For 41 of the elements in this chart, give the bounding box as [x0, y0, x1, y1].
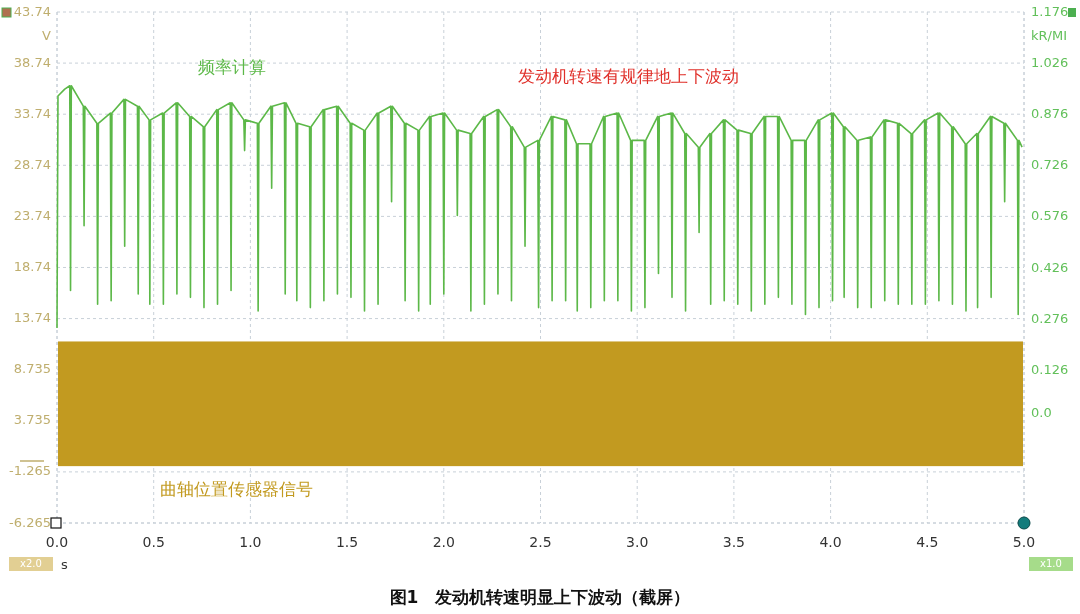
y2-tick-label: 0.0 — [1031, 404, 1052, 420]
x-tick-label: 4.0 — [819, 534, 842, 550]
y2-tick-label: 0.726 — [1031, 157, 1069, 173]
y2-tick-label: 0.876 — [1031, 105, 1069, 121]
y2-axis-title: kR/MI — [1031, 27, 1067, 43]
y-tick-label: 43.74 — [13, 3, 51, 19]
y-tick-label: 38.74 — [13, 54, 51, 70]
x-tick-label: 1.5 — [335, 534, 359, 550]
x-tick-label: 1.0 — [239, 534, 262, 550]
y-tick-label: -6.265 — [9, 514, 51, 530]
y-tick-label: -1.265 — [9, 463, 51, 479]
y-axis-title: V — [42, 27, 52, 43]
y2-tick-label: 1.176 — [1031, 3, 1069, 19]
x-tick-label: 0.0 — [45, 534, 69, 550]
y2-tick-label: 0.426 — [1031, 259, 1069, 275]
y2-tick-label: 0.576 — [1031, 208, 1069, 224]
x-tick-label: 2.0 — [432, 534, 455, 550]
y2-tick-label: 0.276 — [1031, 310, 1069, 326]
x-tick-label: 2.5 — [529, 534, 552, 550]
x-tick-label: 3.0 — [626, 534, 649, 550]
text: x2.0 — [20, 558, 42, 569]
x-tick-label: 4.5 — [916, 534, 939, 550]
x-tick-label: 0.5 — [142, 534, 165, 550]
y-tick-label: 33.74 — [13, 105, 51, 121]
y-tick-label: 3.735 — [13, 412, 51, 428]
text: x1.0 — [1040, 558, 1062, 569]
y-tick-label: 13.74 — [13, 310, 51, 326]
y2-tick-label: 0.126 — [1031, 361, 1069, 377]
annotation: 发动机转速有规律地上下波动 — [517, 66, 739, 86]
x-axis-title: s — [61, 556, 68, 572]
y-tick-label: 23.74 — [13, 207, 51, 223]
y-tick-label: 8.735 — [13, 361, 51, 377]
line-series — [56, 84, 1023, 329]
y2-tick-label: 1.026 — [1031, 54, 1069, 70]
x-tick-label: 5.0 — [1012, 534, 1036, 550]
x-tick-label: 3.5 — [722, 534, 746, 550]
caption: 图1 发动机转速明显上下波动（截屏） — [389, 587, 691, 607]
series-label: 频率计算 — [198, 57, 266, 77]
y-tick-label: 28.74 — [13, 156, 51, 172]
y-tick-label: 18.74 — [13, 258, 51, 274]
band-label: 曲轴位置传感器信号 — [160, 479, 313, 500]
